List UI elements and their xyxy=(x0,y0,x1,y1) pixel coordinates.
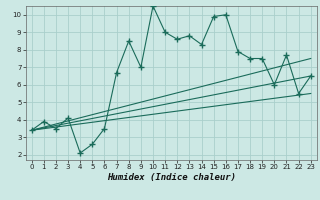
X-axis label: Humidex (Indice chaleur): Humidex (Indice chaleur) xyxy=(107,173,236,182)
